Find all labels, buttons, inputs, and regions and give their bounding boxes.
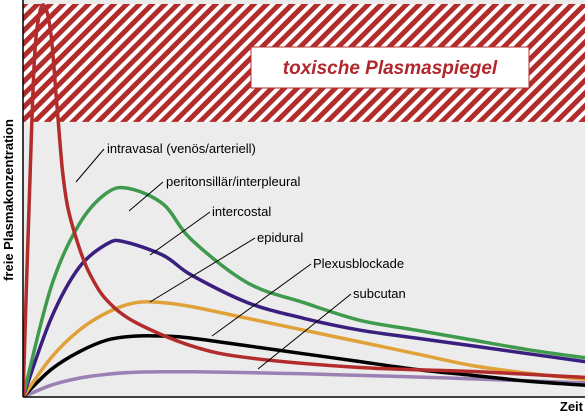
series-label-intercostal: intercostal — [212, 204, 271, 219]
curve-labels: intravasal (venös/arteriell) peritonsillä… — [107, 141, 406, 301]
series-label-plexusblockade: Plexusblockade — [313, 256, 404, 271]
series-label-subcutan: subcutan — [353, 286, 406, 301]
toxic-zone-label-box: toxische Plasmaspiegel — [250, 46, 530, 89]
x-axis-label: Zeit — [560, 399, 584, 413]
series-line-epidural — [23, 300, 585, 397]
series-label-intravasal-ven-s-arteriell: intravasal (venös/arteriell) — [107, 141, 256, 156]
series-line-peritonsill-r-interpleural — [23, 185, 585, 397]
leader-line-epidural — [149, 237, 256, 303]
leader-line-plexusblockade — [211, 263, 312, 337]
curves — [23, 3, 585, 397]
label-leaders — [75, 148, 352, 370]
series-line-intravasal-ven-s-arteriell — [23, 3, 585, 397]
series-line-plexusblockade — [23, 333, 585, 397]
y-axis-label: freie Plasmakonzentration — [1, 119, 16, 281]
leader-line-subcutan — [257, 293, 352, 370]
toxic-zone-label: toxische Plasmaspiegel — [283, 58, 498, 79]
series-line-intercostal — [23, 238, 585, 397]
leader-line-intravasal-ven-s-arteriell — [75, 148, 105, 183]
series-label-peritonsill-r-interpleural: peritonsillär/interpleural — [166, 174, 301, 189]
series-line-subcutan — [23, 370, 585, 397]
leader-line-peritonsill-r-interpleural — [128, 181, 164, 212]
leader-line-intercostal — [149, 211, 211, 256]
series-label-epidural: epidural — [257, 230, 303, 245]
